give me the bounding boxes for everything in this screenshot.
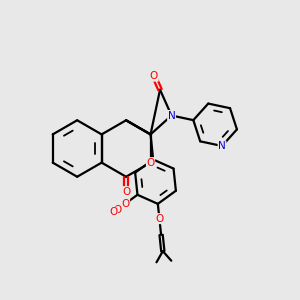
Text: O: O — [146, 158, 155, 168]
Text: O: O — [121, 199, 130, 208]
Text: O: O — [109, 207, 118, 217]
Text: N: N — [168, 110, 176, 121]
Text: O: O — [122, 187, 130, 196]
Text: O: O — [155, 214, 164, 224]
Text: O: O — [113, 205, 121, 214]
Text: O: O — [150, 71, 158, 81]
Text: N: N — [218, 141, 226, 151]
